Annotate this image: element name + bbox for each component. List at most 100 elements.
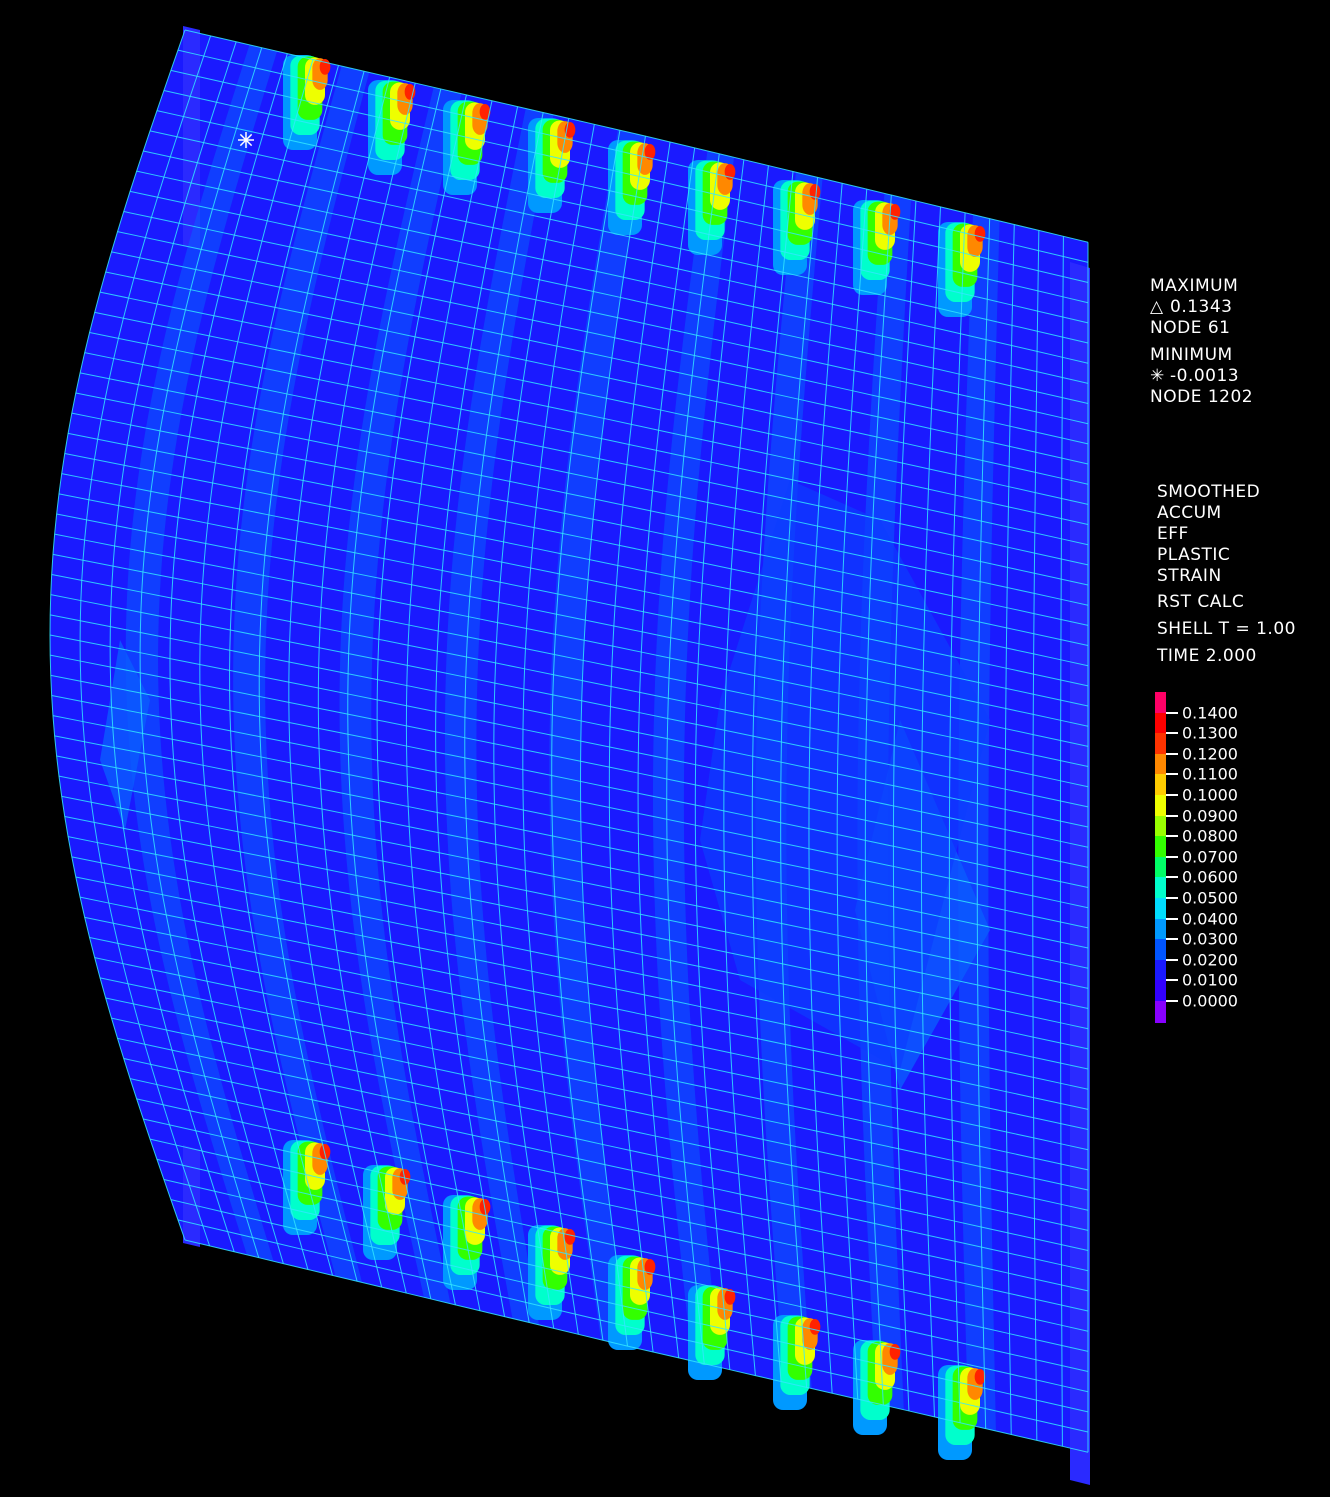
mesh-grid: [49, 29, 1089, 1453]
mesh-row-line: [143, 1118, 1089, 1332]
top-hotspot: [644, 143, 656, 160]
color-legend: 0.1400 0.1300 0.1200 0.1100 0.1000 0.0900 0.08…: [1155, 692, 1275, 1023]
mesh-row-line: [56, 513, 1089, 727]
mesh-row-line: [99, 977, 1089, 1191]
legend-tick: [1166, 979, 1178, 982]
legend-tick: [1166, 897, 1178, 899]
minimum-node: NODE 1202: [1150, 387, 1254, 407]
bottom-hotspot: [644, 1258, 656, 1275]
strain-region: [700, 480, 990, 1070]
legend-label: 0.0100: [1182, 970, 1238, 990]
legend-swatch: [1155, 733, 1166, 755]
minimum-value: -0.0013: [1170, 366, 1240, 386]
mesh-row-line: [163, 90, 1089, 304]
mesh-row-line: [49, 634, 1089, 848]
legend-tick: [1166, 917, 1178, 920]
legend-label: 0.0700: [1182, 847, 1238, 867]
rib-band: [652, 150, 734, 1368]
legend-label: 0.0800: [1182, 826, 1238, 846]
legend-swatch: [1155, 856, 1166, 879]
mesh-row-line: [156, 1158, 1089, 1373]
mesh-row-line: [64, 453, 1089, 667]
legend-swatch: [1155, 877, 1166, 899]
top-hotspot: [974, 225, 986, 242]
legend-label: 0.1000: [1182, 785, 1238, 805]
mesh-row-line: [105, 997, 1089, 1211]
legend-swatch: [1155, 815, 1166, 838]
mesh-row-line: [111, 251, 1089, 465]
legend-label: 0.1200: [1182, 744, 1238, 764]
legend-swatch: [1155, 753, 1166, 776]
legend-tick: [1166, 752, 1178, 755]
mesh-row-line: [177, 49, 1089, 263]
bottom-hotspot: [564, 1228, 576, 1245]
legend-swatch: [1155, 692, 1166, 714]
left-flange-top: [183, 26, 200, 250]
legend-swatch: [1155, 795, 1166, 817]
mesh-row-line: [52, 553, 1089, 768]
triangle-icon: △: [1150, 297, 1164, 317]
mesh-row-line: [163, 1179, 1089, 1393]
bottom-hotspot: [319, 1143, 331, 1160]
minimum-label: MINIMUM: [1150, 345, 1233, 365]
legend-label: 0.0000: [1182, 991, 1238, 1011]
mesh-row-line: [51, 574, 1089, 788]
mesh-row-line: [50, 654, 1089, 868]
mesh-row-line: [67, 432, 1089, 647]
asterisk-icon: ✳: [1150, 366, 1165, 386]
top-hotspot: [724, 163, 736, 180]
maximum-block: MAXIMUM △ 0.1343 NODE 61: [1150, 276, 1238, 339]
rib-band: [444, 108, 554, 1325]
mesh-row-line: [111, 1017, 1089, 1231]
right-flange: [1070, 262, 1090, 1485]
legend-swatch: [1155, 959, 1166, 982]
mesh-row-line: [52, 715, 1089, 929]
mesh-row-line: [184, 1239, 1089, 1453]
mesh-row-line: [117, 231, 1089, 445]
left-flange-bottom: [183, 1145, 200, 1247]
mesh-row-line: [89, 937, 1089, 1151]
shell-thickness: SHELL T = 1.00: [1157, 619, 1296, 639]
mesh-row-line: [58, 775, 1089, 989]
mesh-row-line: [51, 695, 1089, 909]
legend-tick: [1166, 732, 1178, 735]
bottom-hotspot: [889, 1343, 901, 1360]
mesh-row-line: [61, 473, 1089, 687]
legend-tick: [1166, 711, 1178, 714]
legend-label: 0.0900: [1182, 806, 1238, 826]
mesh-row-line: [105, 271, 1089, 485]
mesh-row-line: [117, 1037, 1089, 1252]
mesh-row-line: [129, 190, 1089, 405]
legend-tick: [1166, 958, 1178, 961]
top-hotspot: [809, 183, 821, 200]
mesh-row-line: [149, 1138, 1089, 1352]
bottom-hotspot: [399, 1168, 411, 1185]
mesh-row-line: [54, 735, 1089, 949]
legend-label: 0.1400: [1182, 703, 1238, 723]
mesh-row-line: [79, 896, 1089, 1110]
time-value: TIME 2.000: [1157, 646, 1257, 666]
legend-swatch: [1155, 980, 1166, 1002]
mesh-row-line: [136, 1098, 1089, 1312]
legend-label: 0.0600: [1182, 867, 1238, 887]
mesh-row-line: [99, 291, 1089, 505]
legend-tick: [1166, 876, 1178, 879]
mesh-row-line: [50, 594, 1089, 808]
maximum-label: MAXIMUM: [1150, 276, 1239, 296]
calc-mode: RST CALC: [1157, 592, 1245, 612]
top-hotspot: [404, 83, 416, 100]
mesh-row-line: [170, 1199, 1089, 1413]
mesh-row-line: [136, 170, 1089, 384]
mesh-row-line: [84, 916, 1089, 1131]
legend-swatch: [1155, 918, 1166, 941]
maximum-node: NODE 61: [1150, 318, 1231, 338]
result-line: STRAIN: [1157, 566, 1222, 586]
result-type-block: SMOOTHED ACCUM EFF PLASTIC STRAIN: [1157, 482, 1260, 587]
legend-tick: [1166, 855, 1178, 858]
mesh-row-line: [75, 392, 1089, 606]
legend-tick: [1166, 773, 1178, 776]
legend-label: 0.1300: [1182, 723, 1238, 743]
mesh-row-line: [71, 856, 1089, 1070]
legend-swatch: [1155, 898, 1166, 920]
legend-tick: [1166, 938, 1178, 941]
